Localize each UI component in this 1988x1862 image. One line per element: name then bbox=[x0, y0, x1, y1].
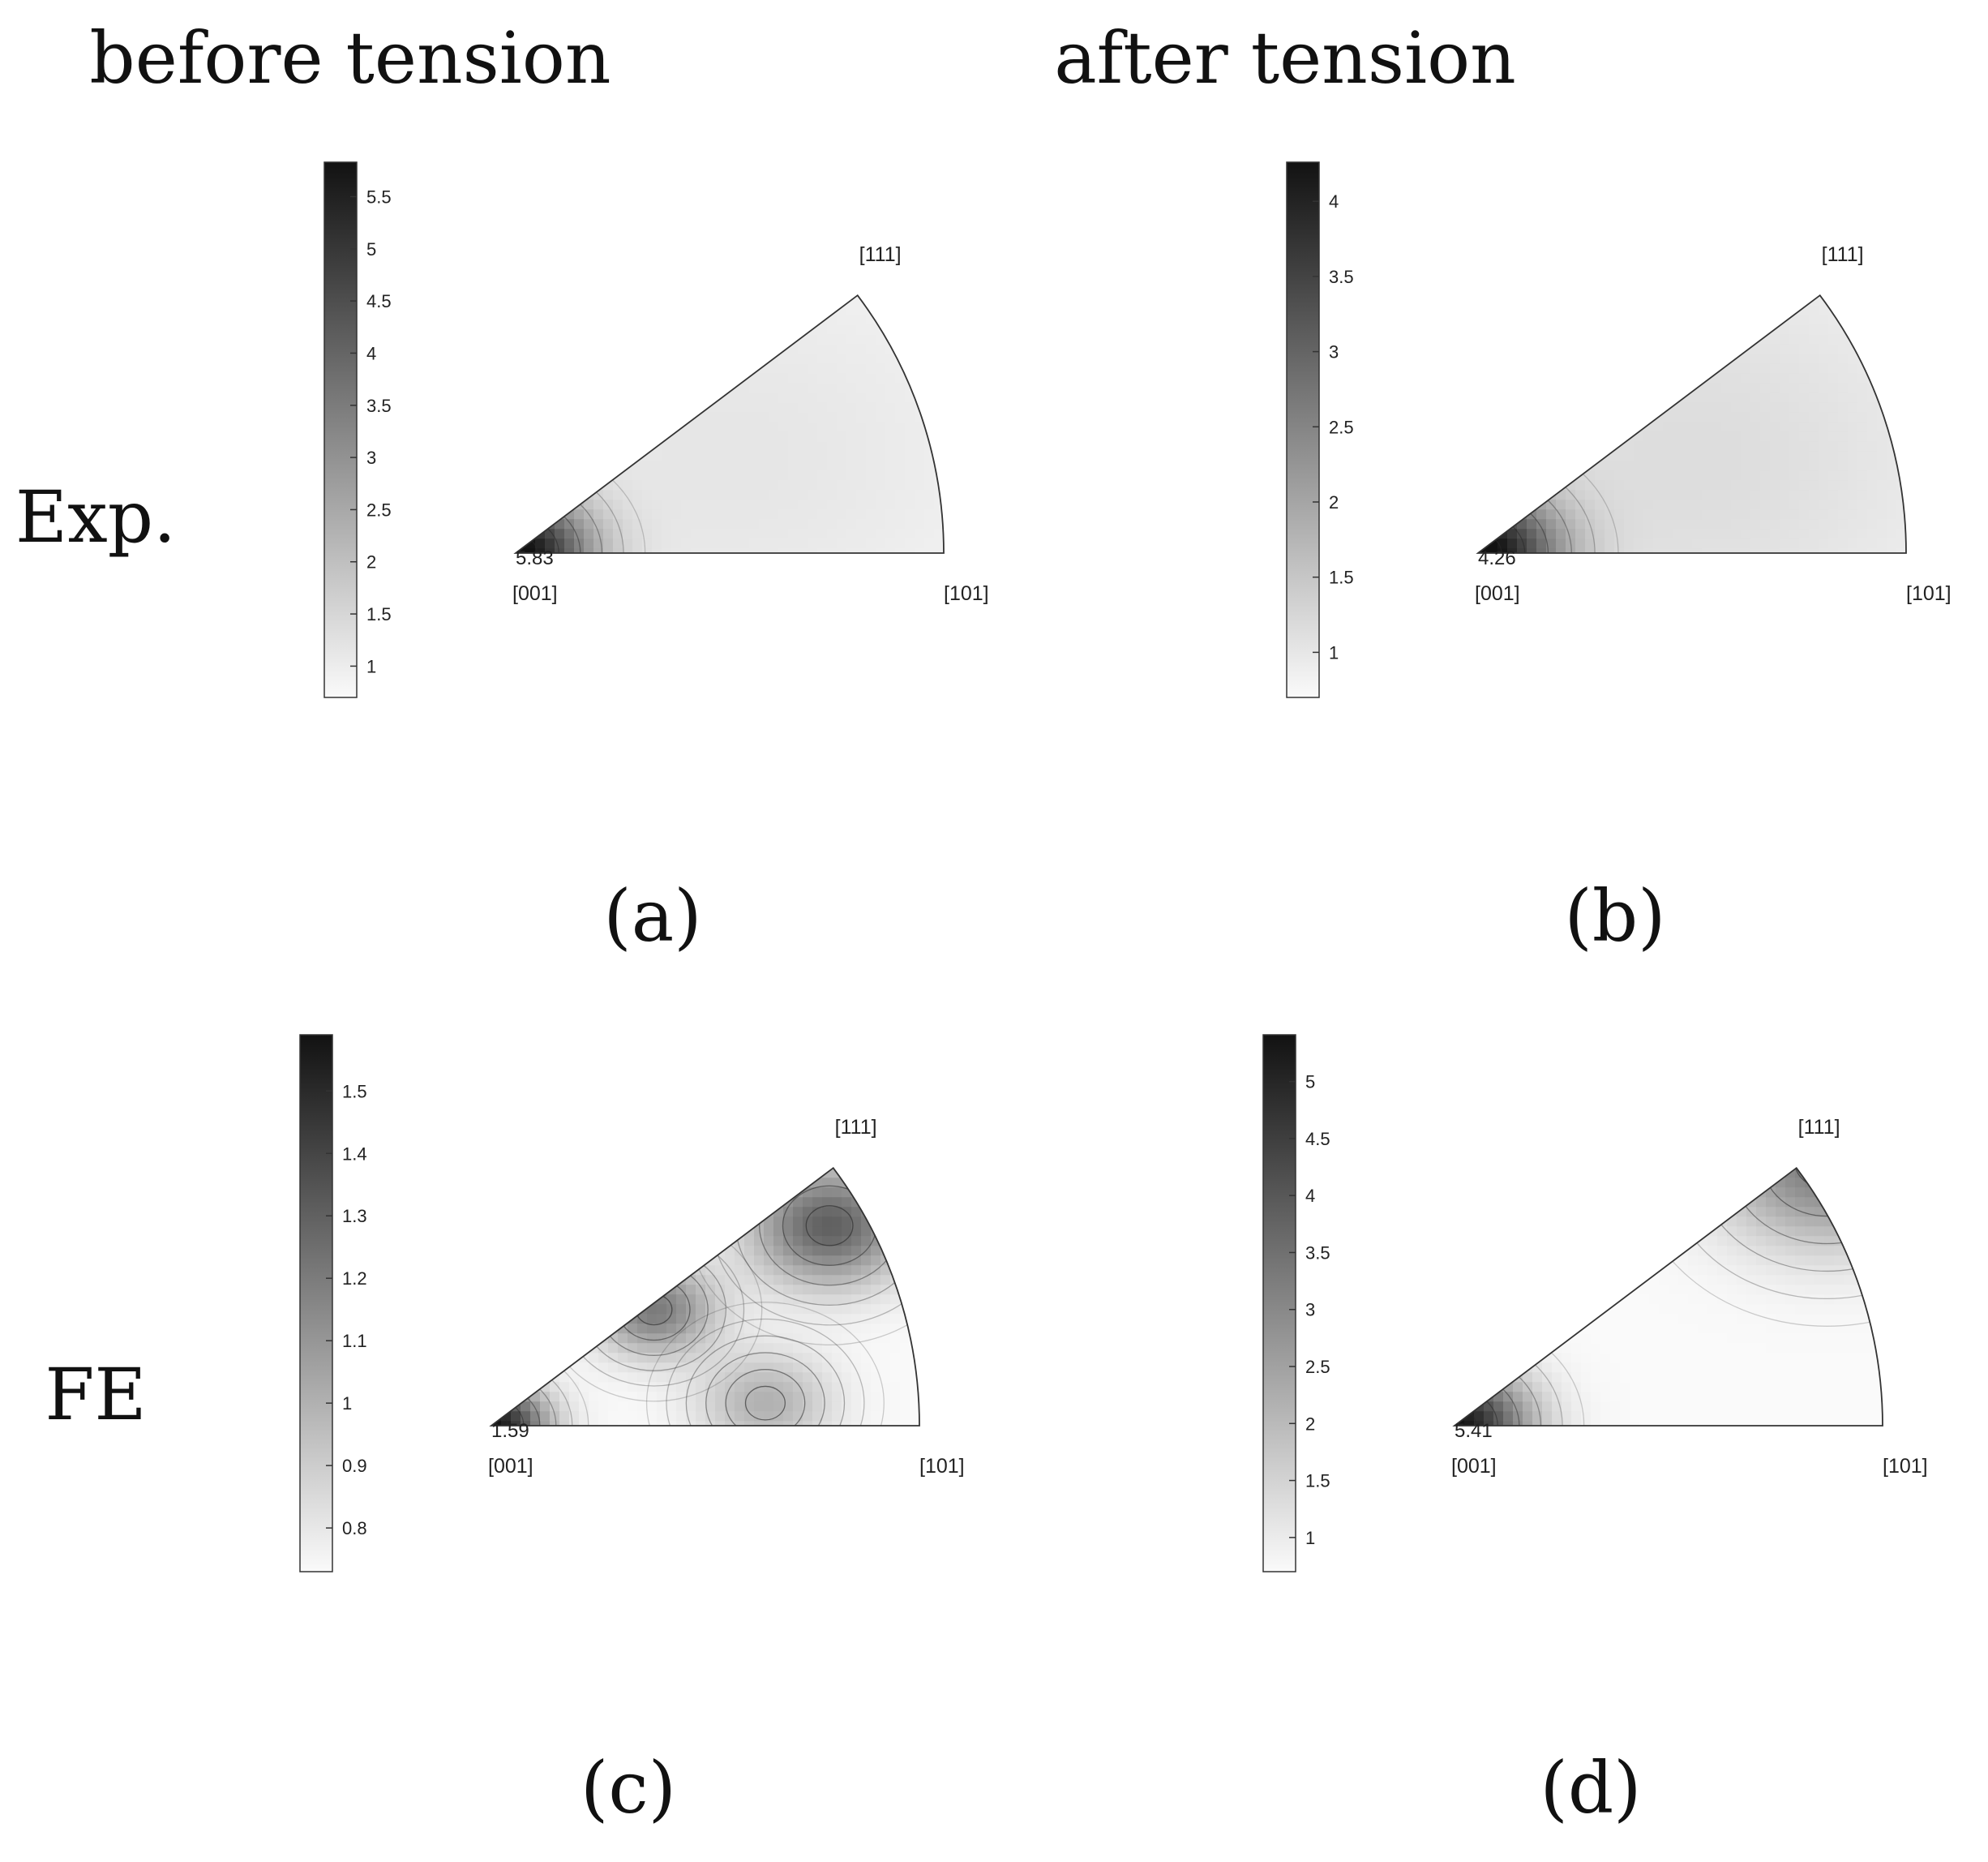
colorbar-tick-label: 1.1 bbox=[342, 1331, 367, 1351]
contour bbox=[725, 1369, 806, 1426]
colorbar-tick-label: 3.5 bbox=[1329, 267, 1354, 287]
colorbar-tick-label: 2 bbox=[1305, 1414, 1315, 1434]
colorbar-tick-label: 1.4 bbox=[342, 1143, 367, 1164]
colorbar bbox=[299, 1034, 333, 1572]
contour bbox=[1697, 1168, 1883, 1272]
column-header-after: after tension bbox=[1054, 16, 1516, 100]
colorbar-tick-label: 1.5 bbox=[1329, 568, 1354, 588]
contour bbox=[645, 1302, 885, 1426]
corner-label-101: [101] bbox=[1883, 1455, 1928, 1478]
colorbar bbox=[1262, 1034, 1296, 1572]
colorbar-tick-label: 1 bbox=[1329, 642, 1339, 663]
colorbar-tick-label: 5 bbox=[366, 239, 376, 260]
colorbar-tick-label: 2 bbox=[1329, 492, 1339, 513]
contour bbox=[1793, 1168, 1860, 1190]
panel-label: (c) bbox=[581, 1746, 676, 1830]
colorbar-tick-label: 3 bbox=[1329, 342, 1339, 363]
max-density-label: 5.83 bbox=[516, 547, 554, 569]
corner-label-101: [101] bbox=[944, 582, 989, 605]
max-density-label: 1.59 bbox=[491, 1420, 529, 1442]
panel-label: (a) bbox=[603, 874, 701, 958]
colorbar-tick-label: 5.5 bbox=[366, 187, 392, 207]
contour bbox=[744, 1385, 786, 1421]
corner-label-111: [111] bbox=[859, 243, 902, 266]
colorbar-tick-label: 5 bbox=[1305, 1072, 1315, 1092]
contour bbox=[805, 1205, 854, 1246]
corner-label-101: [101] bbox=[919, 1455, 965, 1478]
colorbar-tick-label: 3 bbox=[1305, 1300, 1315, 1320]
corner-label-101: [101] bbox=[1906, 582, 1952, 605]
colorbar-tick-label: 3.5 bbox=[366, 396, 392, 416]
colorbar-tick-label: 4 bbox=[366, 343, 376, 363]
corner-label-001: [001] bbox=[488, 1455, 533, 1478]
colorbar bbox=[1286, 161, 1320, 698]
contour bbox=[1665, 1168, 1883, 1300]
ipf-panel-2: 1 1.5 2 2.5 3 3.5 4 4.26 [001] [101] [111] (b) bbox=[1286, 161, 1952, 958]
colorbar-tick-label: 1.5 bbox=[342, 1081, 367, 1101]
colorbar-tick-label: 2.5 bbox=[1305, 1357, 1330, 1377]
ipf-boundary bbox=[1452, 1166, 1883, 1427]
colorbar-tick-label: 1 bbox=[1305, 1528, 1315, 1548]
colorbar-tick-label: 1.3 bbox=[342, 1206, 367, 1226]
colorbar-tick-label: 3 bbox=[366, 448, 376, 468]
colorbar-tick-label: 0.8 bbox=[342, 1518, 367, 1538]
colorbar-tick-label: 4.5 bbox=[366, 291, 392, 311]
corner-label-001: [001] bbox=[1475, 582, 1520, 605]
ipf-panel-3: 0.8 0.9 1 1.1 1.2 1.3 1.4 1.5 1.59 [001] [101] [111… bbox=[299, 1034, 965, 1830]
colorbar-tick-label: 0.9 bbox=[342, 1456, 367, 1476]
ipf-panel-1: 1 1.5 2 2.5 3 3.5 4 4.5 5 5.5 5.83 [001] [101] [111] (… bbox=[323, 161, 989, 958]
max-density-label: 4.26 bbox=[1478, 547, 1516, 569]
panel-label: (b) bbox=[1565, 874, 1666, 958]
colorbar-tick-label: 4 bbox=[1305, 1186, 1315, 1206]
contour bbox=[705, 1352, 825, 1426]
ipf-panel-4: 1 1.5 2 2.5 3 3.5 4 4.5 5 5.41 [001] [101] [111] (d) bbox=[1262, 1034, 1928, 1830]
colorbar-tick-label: 2.5 bbox=[1329, 417, 1354, 437]
row-label-exp: Exp. bbox=[15, 475, 176, 559]
contour bbox=[1632, 1168, 1883, 1327]
contour bbox=[666, 1318, 865, 1426]
ipf-boundary bbox=[513, 294, 945, 554]
panel-label: (d) bbox=[1540, 1746, 1642, 1830]
colorbar-tick-label: 2 bbox=[366, 552, 376, 573]
corner-label-111: [111] bbox=[1822, 243, 1864, 266]
contour bbox=[1729, 1168, 1883, 1245]
colorbar-tick-label: 3.5 bbox=[1305, 1242, 1330, 1263]
contour bbox=[1761, 1168, 1883, 1217]
contour bbox=[685, 1335, 846, 1426]
colorbar-tick-label: 1 bbox=[342, 1393, 352, 1414]
row-label-fe: FE bbox=[45, 1353, 146, 1436]
colorbar-tick-label: 1.2 bbox=[342, 1268, 367, 1289]
colorbar-tick-label: 4.5 bbox=[1305, 1129, 1330, 1149]
max-density-label: 5.41 bbox=[1455, 1420, 1493, 1442]
colorbar-tick-label: 1.5 bbox=[366, 604, 392, 624]
corner-label-111: [111] bbox=[835, 1116, 877, 1139]
colorbar-tick-label: 4 bbox=[1329, 191, 1339, 212]
colorbar-tick-label: 1 bbox=[366, 656, 376, 676]
ipf-boundary bbox=[489, 1166, 920, 1427]
colorbar-tick-label: 1.5 bbox=[1305, 1471, 1330, 1491]
column-header-before: before tension bbox=[89, 16, 611, 100]
corner-label-111: [111] bbox=[1798, 1116, 1840, 1139]
corner-label-001: [001] bbox=[1451, 1455, 1497, 1478]
colorbar bbox=[323, 161, 358, 698]
corner-label-001: [001] bbox=[512, 582, 558, 605]
ipf-boundary bbox=[1476, 294, 1907, 554]
colorbar-tick-label: 2.5 bbox=[366, 500, 392, 520]
